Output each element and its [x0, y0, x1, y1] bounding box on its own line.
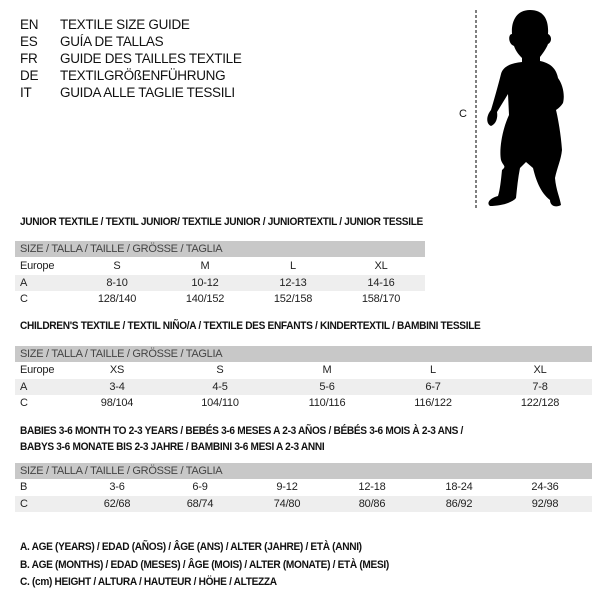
- cell-value: XS: [109, 364, 125, 376]
- legend-c: C. (cm) HEIGHT / ALTURA / HAUTEUR / HÖHE…: [20, 576, 277, 588]
- cell-value: M: [200, 260, 210, 272]
- cell-value: 104/110: [201, 397, 239, 409]
- cell-value: 86/92: [445, 497, 473, 510]
- cell-value: 158/170: [361, 293, 401, 305]
- cell-value: 152/158: [273, 293, 313, 305]
- cell-value: 9-12: [276, 481, 298, 493]
- cell-value: 10-12: [191, 276, 219, 289]
- cell-value: 92/98: [531, 497, 559, 510]
- babies-size-header: SIZE / TALLA / TAILLE / GRÖSSE / TAGLIA: [15, 463, 592, 479]
- lang-code-de: DE: [20, 68, 39, 83]
- babies-row: B 3-6 6-9 9-12 12-18 18-24 24-36: [15, 479, 592, 495]
- row-label: A: [20, 276, 28, 289]
- cell-value: XL: [533, 364, 547, 376]
- children-section-title: CHILDREN'S TEXTILE / TEXTIL NIÑO/A / TEX…: [20, 320, 481, 332]
- cell-value: 4-5: [212, 380, 228, 393]
- cell-value: 6-9: [192, 481, 208, 493]
- cell-value: 140/152: [185, 293, 225, 305]
- junior-size-header: SIZE / TALLA / TAILLE / GRÖSSE / TAGLIA: [15, 241, 425, 257]
- cell-value: L: [290, 260, 296, 272]
- lang-code-en: EN: [20, 17, 39, 32]
- children-row: C 98/104 104/110 110/116 116/122 122/128: [15, 395, 592, 411]
- cell-value: S: [216, 364, 224, 376]
- cell-value: 3-6: [109, 481, 125, 493]
- junior-row: Europe S M L XL: [15, 258, 425, 274]
- row-label: C: [20, 497, 28, 510]
- legend-b: B. AGE (MONTHS) / EDAD (MESES) / ÂGE (MO…: [20, 559, 389, 571]
- height-label: C: [459, 108, 467, 120]
- cell-value: 3-4: [109, 380, 125, 393]
- lang-code-es: ES: [20, 34, 38, 49]
- legend-a: A. AGE (YEARS) / EDAD (AÑOS) / ÂGE (ANS)…: [20, 541, 362, 553]
- cell-value: 24-36: [531, 481, 559, 493]
- lang-code-it: IT: [20, 85, 32, 100]
- junior-section-title: JUNIOR TEXTILE / TEXTIL JUNIOR/ TEXTILE …: [20, 216, 423, 228]
- cell-value: 8-10: [106, 276, 128, 289]
- row-label: A: [20, 380, 28, 393]
- cell-value: XL: [374, 260, 388, 272]
- cell-value: 98/104: [100, 397, 134, 409]
- lang-title-fr: GUIDE DES TAILLES TEXTILE: [60, 51, 242, 66]
- children-row: Europe XS S M L XL: [15, 362, 592, 378]
- junior-row: C 128/140 140/152 152/158 158/170: [15, 291, 425, 307]
- lang-title-en: TEXTILE SIZE GUIDE: [60, 17, 190, 32]
- junior-row: A 8-10 10-12 12-13 14-16: [15, 274, 425, 291]
- babies-section-title-line1: BABIES 3-6 MONTH TO 2-3 YEARS / BEBÉS 3-…: [20, 425, 464, 437]
- lang-code-fr: FR: [20, 51, 38, 66]
- cell-value: 6-7: [425, 380, 441, 393]
- cell-value: 12-18: [358, 481, 386, 493]
- babies-section-title-line2: BABYS 3-6 MONATE BIS 2-3 JAHRE / BAMBINI…: [20, 441, 325, 453]
- row-label: Europe: [20, 260, 55, 272]
- row-label: C: [20, 397, 28, 409]
- cell-value: M: [322, 364, 332, 376]
- cell-value: 80/86: [358, 497, 386, 510]
- cell-value: 116/122: [414, 397, 452, 409]
- lang-title-es: GUÍA DE TALLAS: [60, 34, 164, 49]
- cell-value: 74/80: [273, 497, 301, 510]
- cell-value: 62/68: [103, 497, 131, 510]
- cell-value: L: [430, 364, 436, 376]
- cell-value: 68/74: [186, 497, 214, 510]
- lang-title-it: GUIDA ALLE TAGLIE TESSILI: [60, 85, 235, 100]
- cell-value: 18-24: [445, 481, 473, 493]
- child-silhouette-icon: [475, 10, 564, 208]
- cell-value: S: [113, 260, 121, 272]
- lang-title-de: TEXTILGRÖßENFÜHRUNG: [60, 68, 226, 83]
- cell-value: 14-16: [367, 276, 395, 289]
- children-size-header: SIZE / TALLA / TAILLE / GRÖSSE / TAGLIA: [15, 346, 592, 362]
- cell-value: 110/116: [308, 397, 346, 409]
- row-label: Europe: [20, 364, 55, 376]
- row-label: B: [20, 481, 28, 493]
- cell-value: 122/128: [520, 397, 560, 409]
- cell-value: 5-6: [319, 380, 335, 393]
- cell-value: 128/140: [97, 293, 137, 305]
- babies-row: C 62/68 68/74 74/80 80/86 86/92 92/98: [15, 495, 592, 512]
- row-label: C: [20, 293, 28, 305]
- children-row: A 3-4 4-5 5-6 6-7 7-8: [15, 378, 592, 395]
- cell-value: 12-13: [279, 276, 307, 289]
- cell-value: 7-8: [532, 380, 548, 393]
